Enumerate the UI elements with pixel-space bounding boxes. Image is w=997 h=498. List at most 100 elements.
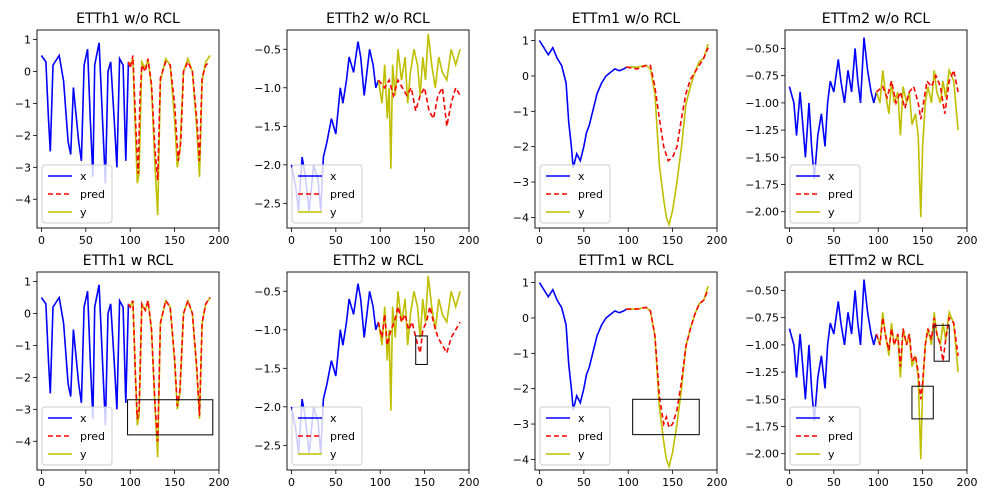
chart-title: ETTh2 w/o RCL bbox=[326, 11, 430, 27]
legend-label: pred bbox=[330, 188, 355, 201]
x-tick-label: 50 bbox=[79, 476, 93, 489]
x-tick-label: 0 bbox=[786, 476, 793, 489]
series-x-line bbox=[40, 284, 130, 426]
chart-title: ETTm1 w RCL bbox=[578, 253, 673, 269]
legend-box bbox=[789, 406, 861, 466]
x-tick-label: 150 bbox=[164, 234, 185, 247]
y-tick-label: −0.5 bbox=[254, 285, 281, 298]
x-tick-label: 150 bbox=[912, 476, 933, 489]
plot-frame bbox=[784, 271, 968, 471]
y-tick-label: −1.0 bbox=[254, 324, 281, 337]
y-tick-label: −2.5 bbox=[254, 197, 281, 210]
legend-label: pred bbox=[828, 430, 853, 443]
y-tick-label: −4 bbox=[15, 193, 31, 206]
plot-frame bbox=[36, 29, 220, 229]
legend-label: x bbox=[578, 412, 585, 425]
series-pred-line bbox=[626, 47, 709, 163]
legend-label: pred bbox=[828, 188, 853, 201]
legend-box bbox=[789, 164, 861, 224]
x-tick-label: 200 bbox=[707, 476, 728, 489]
chart-title: ETTh2 w RCL bbox=[333, 253, 424, 269]
legend-label: x bbox=[80, 170, 87, 183]
y-tick-label: 0 bbox=[24, 66, 31, 79]
legend-label: pred bbox=[80, 430, 105, 443]
x-tick-label: 50 bbox=[577, 476, 591, 489]
series-x-line bbox=[788, 279, 878, 422]
y-tick-label: −1.0 bbox=[254, 82, 281, 95]
x-tick-label: 0 bbox=[536, 234, 543, 247]
legend-label: pred bbox=[578, 430, 603, 443]
chart-panel: ETTm1 w RCL 0 50 100 150 200 1 0 −1 −2 −3 −4 x pred y bbox=[513, 253, 728, 489]
legend-box bbox=[291, 406, 363, 466]
x-tick-label: 100 bbox=[370, 234, 391, 247]
series-pred-line bbox=[377, 78, 461, 127]
x-tick-label: 150 bbox=[164, 476, 185, 489]
y-tick-label: −1.25 bbox=[745, 366, 779, 379]
y-tick-label: −3 bbox=[15, 403, 31, 416]
x-tick-label: 100 bbox=[618, 234, 639, 247]
y-tick-label: −0.50 bbox=[745, 42, 779, 55]
legend-label: x bbox=[828, 170, 835, 183]
x-tick-label: 50 bbox=[827, 476, 841, 489]
x-tick-label: 150 bbox=[414, 476, 435, 489]
legend-box bbox=[539, 164, 611, 224]
chart-title: ETTh1 w RCL bbox=[83, 253, 174, 269]
legend-label: x bbox=[80, 412, 87, 425]
chart-panel: ETTh2 w RCL 0 50 100 150 200 −0.5 −1.0 −1.5 −2.0 −… bbox=[254, 253, 479, 489]
chart-panel: ETTh1 w/o RCL 0 50 100 150 200 1 0 −1 −2 −3 −4 x pred… bbox=[15, 11, 230, 247]
plot-frame bbox=[286, 29, 470, 229]
x-tick-label: 200 bbox=[459, 234, 480, 247]
y-tick-label: −1.25 bbox=[745, 124, 779, 137]
series-pred-line bbox=[377, 306, 461, 355]
x-tick-label: 50 bbox=[329, 476, 343, 489]
legend-label: x bbox=[330, 412, 337, 425]
x-tick-label: 200 bbox=[957, 476, 978, 489]
chart-panel: ETTm1 w/o RCL 0 50 100 150 200 1 0 −1 −2 −3 −4 x pred… bbox=[513, 11, 728, 247]
highlight-box bbox=[415, 335, 428, 365]
y-tick-label: −4 bbox=[15, 435, 31, 448]
plot-frame bbox=[286, 271, 470, 471]
y-tick-label: −1.5 bbox=[254, 120, 281, 133]
y-tick-label: −2.00 bbox=[745, 206, 779, 219]
plot-frame bbox=[534, 271, 718, 471]
x-tick-label: 0 bbox=[38, 234, 45, 247]
legend-box bbox=[539, 406, 611, 466]
highlight-box bbox=[127, 399, 214, 436]
y-tick-label: −3 bbox=[15, 161, 31, 174]
y-tick-label: −1.5 bbox=[254, 362, 281, 375]
plot-frame bbox=[784, 29, 968, 229]
y-tick-label: −2 bbox=[513, 141, 529, 154]
y-tick-label: −1.00 bbox=[745, 97, 779, 110]
y-tick-label: −1 bbox=[513, 105, 529, 118]
y-tick-label: −1.50 bbox=[745, 151, 779, 164]
y-tick-label: −1 bbox=[15, 339, 31, 352]
y-tick-label: 1 bbox=[522, 277, 529, 290]
legend-box bbox=[41, 406, 113, 466]
y-tick-label: −1 bbox=[513, 347, 529, 360]
x-tick-label: 50 bbox=[577, 234, 591, 247]
y-tick-label: −2.0 bbox=[254, 159, 281, 172]
y-tick-label: −2.0 bbox=[254, 401, 281, 414]
chart-title: ETTm2 w RCL bbox=[828, 253, 923, 269]
chart-panel: ETTh1 w RCL 0 50 100 150 200 1 0 −1 −2 −3 −4 x pred y bbox=[15, 253, 230, 489]
y-tick-label: −2 bbox=[15, 129, 31, 142]
legend-label: y bbox=[578, 448, 585, 461]
x-tick-label: 100 bbox=[868, 234, 889, 247]
legend-label: y bbox=[80, 448, 87, 461]
x-tick-label: 150 bbox=[912, 234, 933, 247]
legend-box bbox=[41, 164, 113, 224]
x-tick-label: 150 bbox=[662, 476, 683, 489]
x-tick-label: 0 bbox=[288, 234, 295, 247]
plot-frame bbox=[534, 29, 718, 229]
legend-label: pred bbox=[578, 188, 603, 201]
y-tick-label: −2 bbox=[15, 371, 31, 384]
chart-title: ETTm1 w/o RCL bbox=[572, 11, 681, 27]
series-pred-line bbox=[127, 297, 211, 442]
chart-title: ETTh1 w/o RCL bbox=[76, 11, 180, 27]
series-y-line bbox=[377, 33, 461, 169]
y-tick-label: −2.00 bbox=[745, 448, 779, 461]
x-tick-label: 50 bbox=[827, 234, 841, 247]
y-tick-label: 1 bbox=[24, 276, 31, 289]
y-tick-label: 1 bbox=[522, 35, 529, 48]
